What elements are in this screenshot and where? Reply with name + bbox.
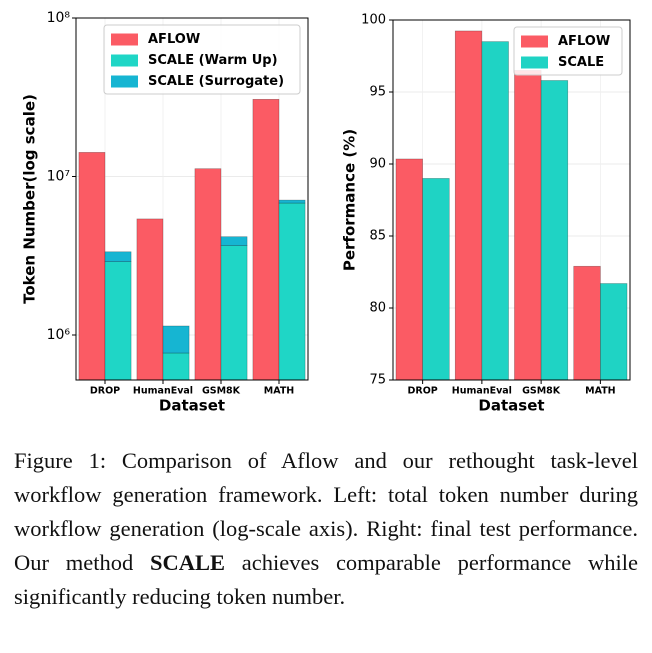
caption-text: Comparison of Aflow and our rethought ta… — [14, 448, 639, 575]
legend-box — [103, 24, 301, 95]
caption: Figure 1: Comparison of Aflow and our re… — [14, 444, 638, 614]
bar — [220, 236, 248, 246]
y-axis-label: Performance (%) — [341, 129, 359, 271]
legend-label: SCALE (Warm Up) — [148, 53, 278, 68]
bar — [78, 152, 106, 381]
bar — [194, 168, 222, 381]
bar — [573, 265, 601, 381]
bar — [278, 202, 306, 381]
x-axis-label: Dataset — [159, 397, 225, 415]
legend-label: AFLOW — [558, 34, 610, 49]
legend-swatch — [111, 33, 138, 46]
x-tick-label: HumanEval — [133, 386, 193, 397]
bar — [252, 98, 280, 381]
legend-label: SCALE (Surrogate) — [148, 74, 284, 89]
bar — [514, 70, 542, 381]
figure: 10⁶ 10⁷ 10⁸ DROP HumanEval GSM8K MATH Dataset To… — [21, 10, 631, 415]
x-axis-label: Dataset — [478, 397, 544, 415]
bar — [162, 352, 190, 381]
caption-label: Figure 1: — [14, 448, 107, 473]
y-axis-label: Token Number(log scale) — [21, 94, 39, 304]
y-tick-label: 10⁶ — [47, 327, 71, 343]
caption-bold: SCALE — [149, 550, 225, 575]
bar — [220, 245, 248, 381]
plot-frame — [75, 17, 309, 381]
bar — [395, 158, 423, 381]
x-tick-label: HumanEval — [452, 386, 512, 397]
legend-label: AFLOW — [148, 32, 200, 47]
x-tick-label: MATH — [585, 386, 616, 397]
x-tick-label: DROP — [408, 386, 438, 397]
x-tick-label: GSM8K — [202, 386, 241, 397]
bar — [278, 199, 306, 204]
bar — [454, 30, 483, 381]
bar — [540, 80, 569, 381]
bar — [162, 325, 190, 354]
plot-frame — [392, 19, 631, 381]
bar — [600, 283, 628, 381]
bar — [104, 251, 132, 263]
legend-swatch — [111, 54, 138, 67]
bar — [136, 218, 164, 381]
bar — [422, 178, 450, 381]
bar — [104, 261, 132, 381]
y-tick-label: 85 — [369, 229, 386, 244]
bar — [481, 41, 509, 381]
x-tick-label: MATH — [264, 386, 295, 397]
x-tick-label: GSM8K — [522, 386, 561, 397]
legend-swatch — [521, 56, 548, 69]
legend-label: SCALE — [558, 55, 604, 70]
y-tick-label: 90 — [369, 157, 386, 172]
y-tick-label: 100 — [361, 13, 386, 28]
y-tick-label: 75 — [369, 373, 386, 388]
y-tick-label: 10⁸ — [47, 10, 71, 26]
legend-swatch — [521, 35, 548, 48]
x-tick-label: DROP — [90, 386, 120, 397]
caption-text: achieves comparable performance while si… — [14, 550, 639, 609]
legend-swatch — [111, 75, 138, 88]
y-tick-label: 80 — [369, 301, 386, 316]
y-tick-label: 95 — [369, 85, 386, 100]
y-tick-label: 10⁷ — [47, 168, 70, 184]
